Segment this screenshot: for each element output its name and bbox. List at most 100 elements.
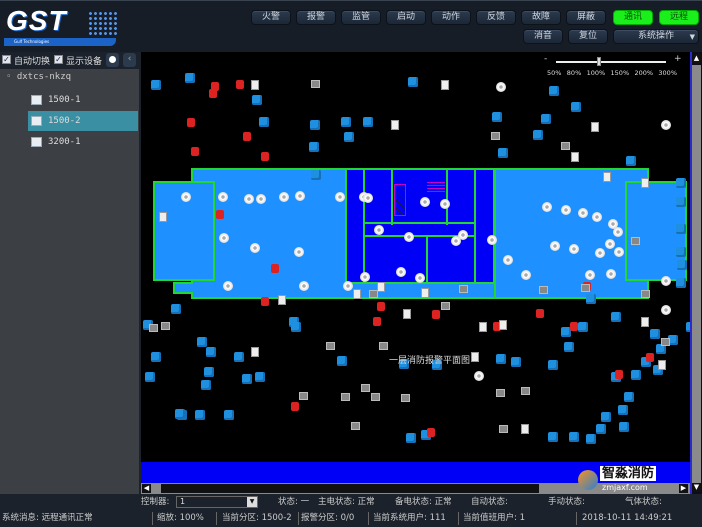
module-icon[interactable] (511, 357, 521, 367)
smoke-detector-icon[interactable] (360, 272, 370, 282)
tree-item-3200-1[interactable]: 3200-1 (28, 132, 138, 152)
module-icon[interactable] (618, 405, 628, 415)
module-icon[interactable] (341, 117, 351, 127)
smoke-detector-icon[interactable] (451, 236, 461, 246)
alarm-device-icon[interactable] (243, 132, 251, 141)
equipment-icon[interactable] (369, 290, 378, 298)
panel-device-icon[interactable] (499, 320, 507, 330)
equipment-icon[interactable] (581, 284, 590, 292)
panel-device-icon[interactable] (521, 424, 529, 434)
module-icon[interactable] (549, 86, 559, 96)
smoke-detector-icon[interactable] (404, 232, 414, 242)
smoke-detector-icon[interactable] (606, 269, 616, 279)
alarm-device-icon[interactable] (427, 428, 435, 437)
module-icon[interactable] (399, 359, 409, 369)
module-icon[interactable] (656, 344, 666, 354)
module-icon[interactable] (676, 247, 686, 257)
module-icon[interactable] (204, 367, 214, 377)
alarm-device-icon[interactable] (216, 210, 224, 219)
equipment-icon[interactable] (149, 324, 158, 332)
chevron-down-icon[interactable]: ▼ (247, 497, 257, 507)
supervise-button[interactable]: 监管 (341, 10, 381, 25)
scroll-up-icon[interactable]: ▲ (692, 54, 701, 63)
smoke-detector-icon[interactable] (661, 305, 671, 315)
module-icon[interactable] (408, 77, 418, 87)
module-icon[interactable] (255, 372, 265, 382)
zoom-slider-thumb[interactable] (597, 57, 601, 66)
panel-device-icon[interactable] (377, 282, 385, 292)
panel-device-icon[interactable] (421, 288, 429, 298)
module-icon[interactable] (195, 410, 205, 420)
equipment-icon[interactable] (539, 286, 548, 294)
module-icon[interactable] (548, 360, 558, 370)
scroll-right-icon[interactable]: ▶ (679, 484, 688, 493)
module-icon[interactable] (611, 312, 621, 322)
tree-item-1500-1[interactable]: 1500-1 (28, 90, 138, 110)
module-icon[interactable] (252, 95, 262, 105)
smoke-detector-icon[interactable] (661, 120, 671, 130)
module-icon[interactable] (291, 322, 301, 332)
smoke-detector-icon[interactable] (244, 194, 254, 204)
smoke-detector-icon[interactable] (256, 194, 266, 204)
zoom-slider[interactable] (556, 61, 666, 63)
module-icon[interactable] (677, 260, 687, 270)
smoke-detector-icon[interactable] (335, 192, 345, 202)
module-icon[interactable] (676, 278, 686, 288)
panel-device-icon[interactable] (159, 212, 167, 222)
fire-alarm-button[interactable]: 火警 (251, 10, 291, 25)
panel-device-icon[interactable] (251, 347, 259, 357)
module-icon[interactable] (496, 354, 506, 364)
alarm-button[interactable]: 报警 (296, 10, 336, 25)
smoke-detector-icon[interactable] (279, 192, 289, 202)
module-icon[interactable] (421, 430, 431, 440)
equipment-icon[interactable] (661, 338, 670, 346)
smoke-detector-icon[interactable] (605, 239, 615, 249)
panel-device-icon[interactable] (591, 122, 599, 132)
alarm-device-icon[interactable] (187, 118, 195, 127)
zoom-out-button[interactable]: - (544, 54, 548, 64)
module-icon[interactable] (541, 114, 551, 124)
module-icon[interactable] (498, 148, 508, 158)
smoke-detector-icon[interactable] (542, 202, 552, 212)
smoke-detector-icon[interactable] (218, 192, 228, 202)
smoke-detector-icon[interactable] (521, 270, 531, 280)
smoke-detector-icon[interactable] (569, 244, 579, 254)
module-icon[interactable] (676, 197, 686, 207)
module-icon[interactable] (686, 322, 690, 332)
panel-device-icon[interactable] (641, 178, 649, 188)
smoke-detector-icon[interactable] (608, 219, 618, 229)
alarm-device-icon[interactable] (432, 310, 440, 319)
alarm-device-icon[interactable] (615, 370, 623, 379)
panel-device-icon[interactable] (403, 309, 411, 319)
module-icon[interactable] (363, 117, 373, 127)
alarm-device-icon[interactable] (261, 152, 269, 161)
module-icon[interactable] (586, 294, 596, 304)
equipment-icon[interactable] (161, 322, 170, 330)
module-icon[interactable] (548, 432, 558, 442)
smoke-detector-icon[interactable] (420, 197, 430, 207)
module-icon[interactable] (185, 73, 195, 83)
scroll-down-icon[interactable]: ▼ (692, 483, 701, 492)
smoke-detector-icon[interactable] (219, 233, 229, 243)
silence-button[interactable]: 消音 (523, 29, 563, 44)
alarm-device-icon[interactable] (236, 80, 244, 89)
alarm-device-icon[interactable] (271, 264, 279, 273)
start-button[interactable]: 启动 (386, 10, 426, 25)
scroll-track[interactable] (692, 65, 701, 485)
smoke-detector-icon[interactable] (343, 281, 353, 291)
panel-device-icon[interactable] (658, 360, 666, 370)
module-icon[interactable] (578, 322, 588, 332)
equipment-icon[interactable] (521, 387, 530, 395)
alarm-device-icon[interactable] (536, 309, 544, 318)
floor-plan-canvas[interactable]: 一层消防报警平面图 (141, 52, 690, 462)
remote-button[interactable]: 远程 (659, 10, 699, 25)
module-icon[interactable] (571, 102, 581, 112)
module-icon[interactable] (641, 357, 651, 367)
smoke-detector-icon[interactable] (294, 247, 304, 257)
module-icon[interactable] (145, 372, 155, 382)
equipment-icon[interactable] (631, 237, 640, 245)
module-icon[interactable] (668, 335, 678, 345)
smoke-detector-icon[interactable] (592, 212, 602, 222)
panel-device-icon[interactable] (479, 322, 487, 332)
module-icon[interactable] (533, 130, 543, 140)
